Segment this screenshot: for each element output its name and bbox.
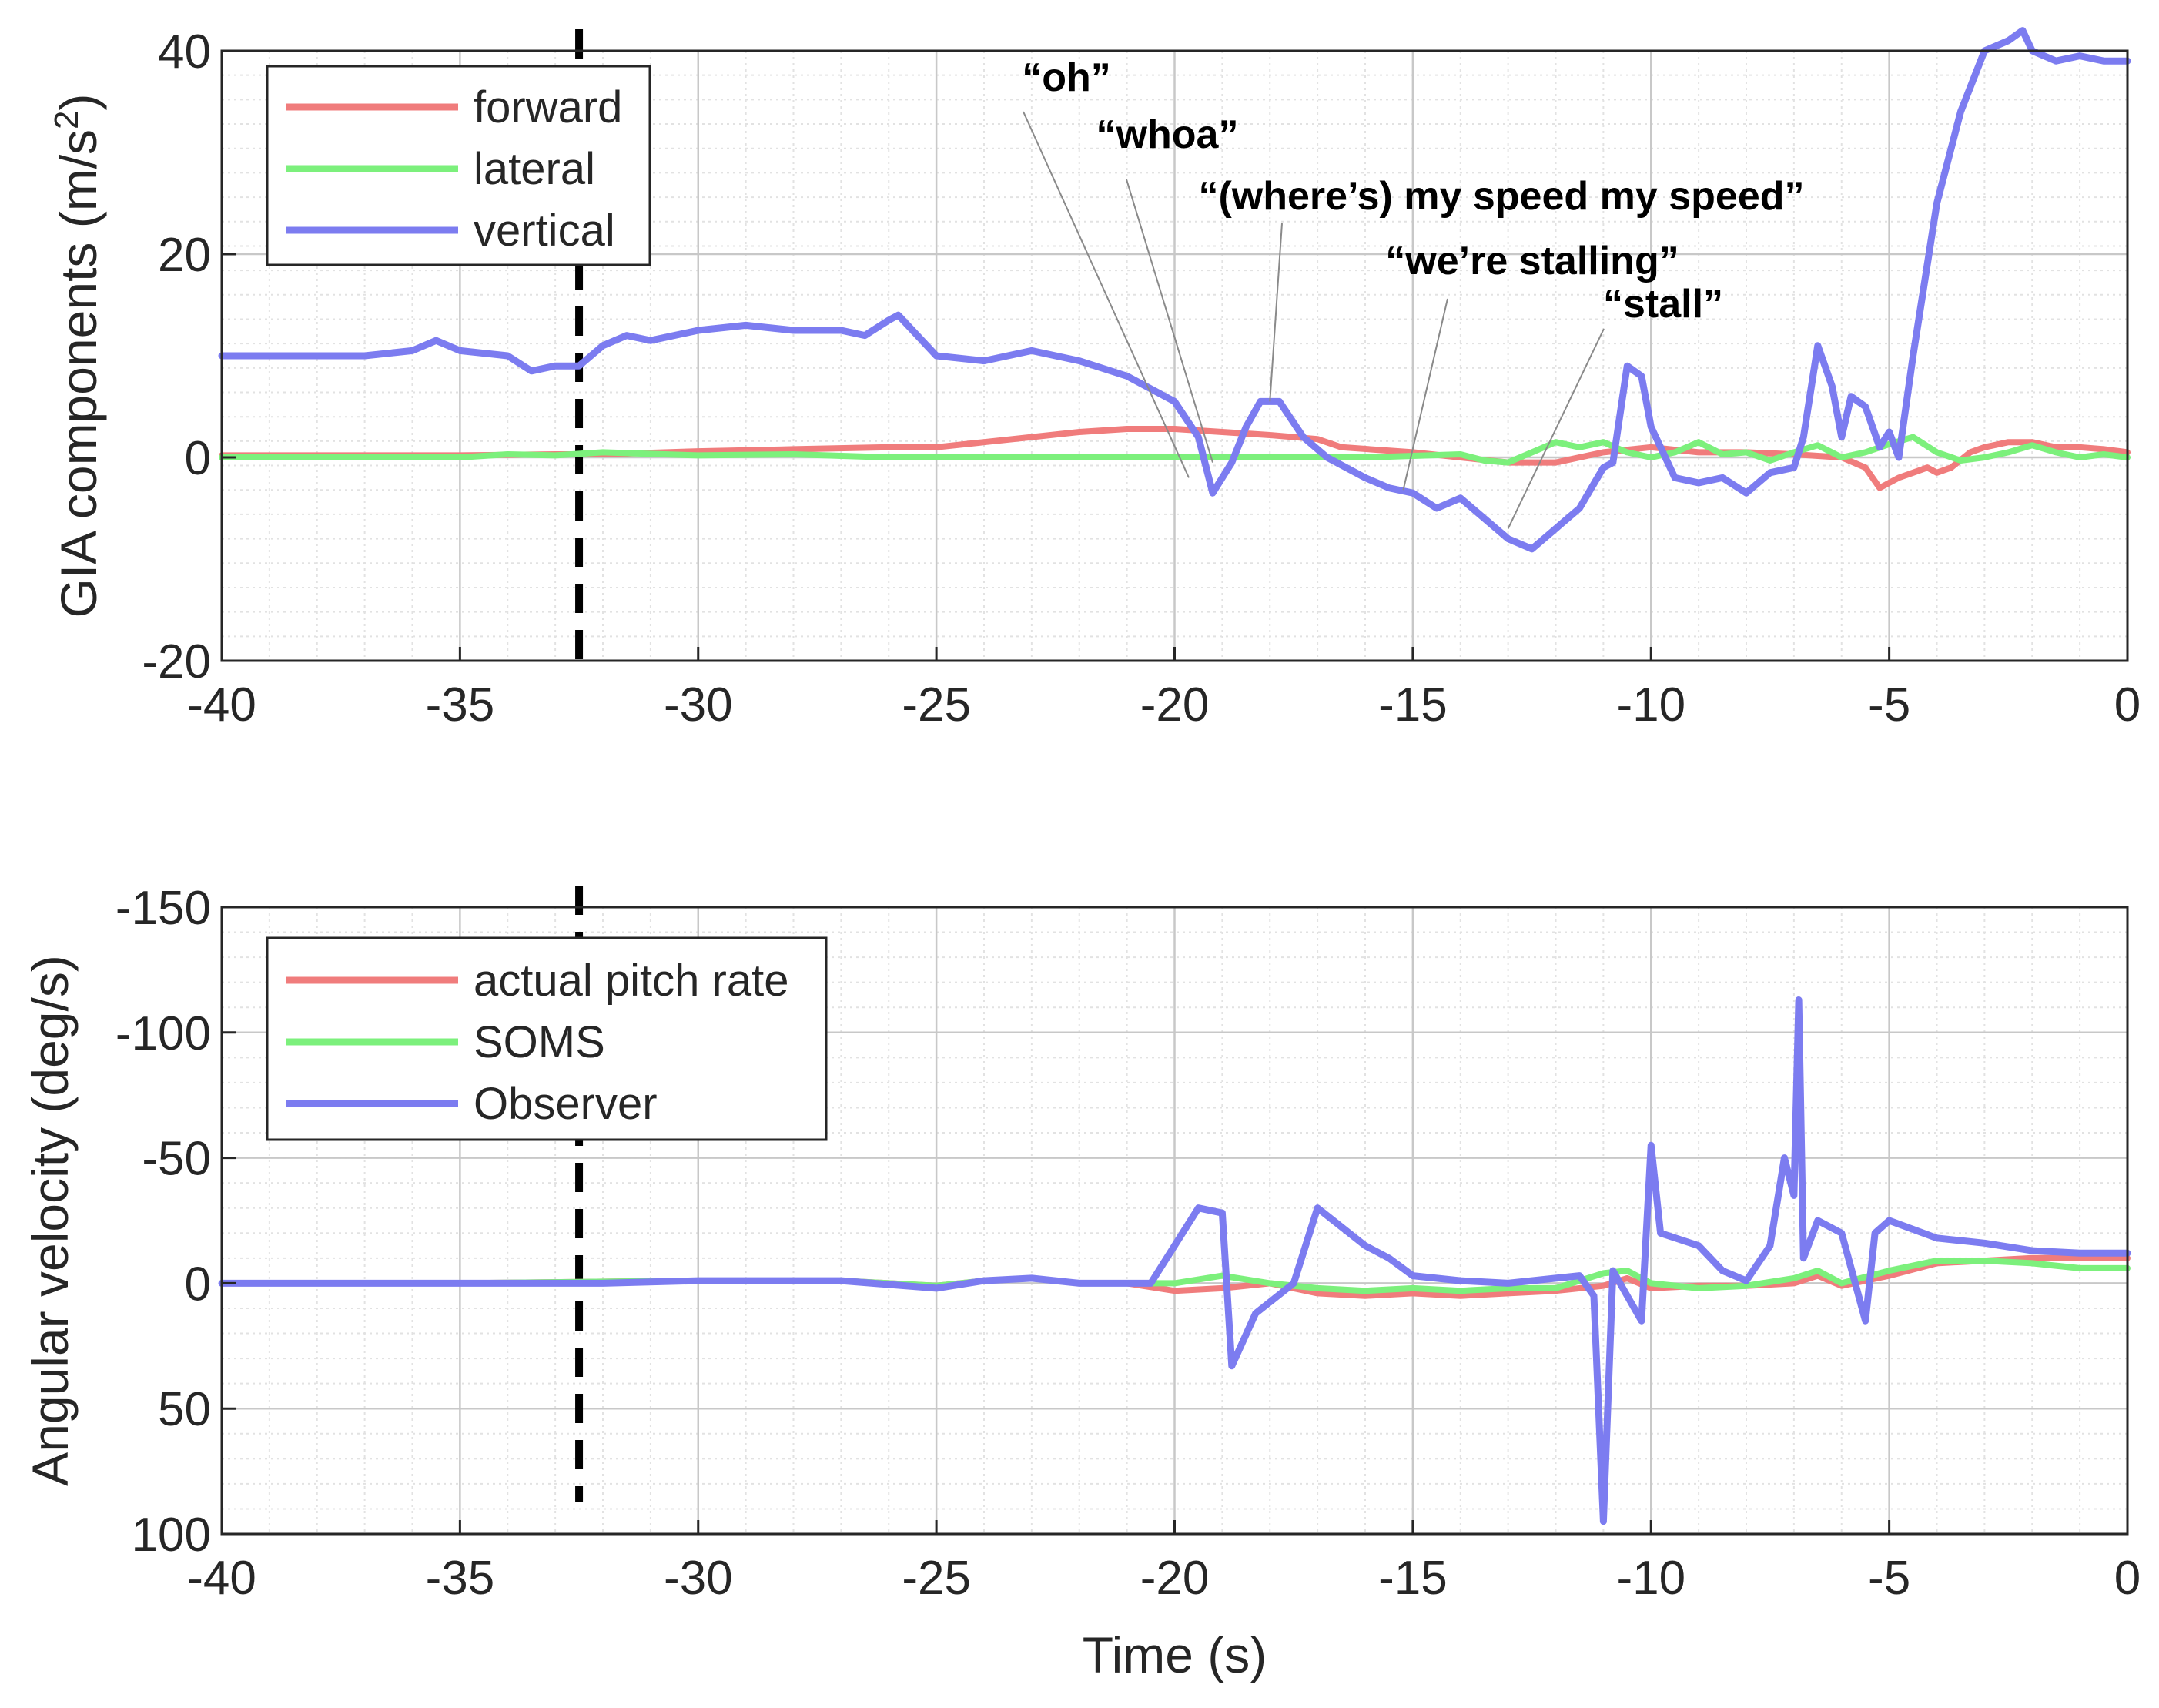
- x-tick-label: -30: [664, 678, 733, 732]
- x-tick-label: -40: [187, 1552, 256, 1605]
- x-tick-label: -5: [1868, 1552, 1910, 1605]
- annotation-quote: “(where’s) my speed my speed”: [1198, 174, 1804, 219]
- y-tick-label: 100: [132, 1509, 211, 1562]
- x-tick-label: -35: [426, 1552, 495, 1605]
- x-tick-label: -20: [1140, 678, 1210, 732]
- x-tick-label: -5: [1868, 678, 1910, 732]
- x-tick-label: -20: [1140, 1552, 1210, 1605]
- x-tick-label: -10: [1616, 678, 1685, 732]
- annotation-leader-line: [1023, 111, 1190, 478]
- x-tick-label: -25: [902, 678, 971, 732]
- annotation-quote: “whoa”: [1096, 112, 1239, 157]
- y-tick-label: 40: [158, 25, 211, 79]
- x-tick-label: -30: [664, 1552, 733, 1605]
- x-tick-label: -15: [1378, 1552, 1448, 1605]
- x-tick-label: -10: [1616, 1552, 1685, 1605]
- annotation-leader-line: [1507, 328, 1605, 529]
- annotation-leader-line: [1269, 223, 1283, 402]
- y-axis-label: GIA components (m/s2): [48, 93, 108, 618]
- y-axis-label: Angular velocity (deg/s): [22, 955, 79, 1486]
- annotation-leader-line: [1402, 298, 1448, 491]
- x-tick-label: -25: [902, 1552, 971, 1605]
- x-tick-label: 0: [2114, 678, 2141, 732]
- y-tick-label: -150: [115, 882, 211, 935]
- x-tick-label: -15: [1378, 678, 1448, 732]
- y-tick-label: -20: [142, 635, 211, 688]
- panel-2: -40 -35 -30 -25 -20 -15 -10 -5 0-150-100-5005010…: [22, 882, 2141, 1683]
- x-tick-label: -40: [187, 678, 256, 732]
- x-tick-label: 0: [2114, 1552, 2141, 1605]
- x-axis-label: Time (s): [1083, 1626, 1267, 1683]
- legend-label: SOMS: [474, 1017, 605, 1067]
- y-tick-label: 0: [185, 1258, 211, 1311]
- legend-label: forward: [474, 82, 622, 132]
- legend-label: Observer: [474, 1079, 658, 1129]
- annotation-leader-line: [1126, 179, 1213, 463]
- annotation-quote: “we’re stalling”: [1385, 239, 1679, 283]
- panel-1: -40 -35 -30 -25 -20 -15 -10 -5 0 -20 0 20 40 GIA comp…: [48, 25, 2141, 732]
- y-tick-label: 50: [158, 1383, 211, 1436]
- series-line-observer: [218, 996, 2131, 1525]
- y-tick-label: -100: [115, 1007, 211, 1060]
- legend: forward lateral vertical: [266, 65, 651, 266]
- annotation-quote: “stall”: [1603, 282, 1723, 327]
- y-tick-label: 0: [185, 432, 211, 485]
- series-line-vertical: [218, 27, 2131, 553]
- legend-label: vertical: [474, 206, 615, 256]
- y-tick-label: 20: [158, 229, 211, 282]
- legend-label: actual pitch rate: [474, 956, 788, 1006]
- annotation-quote: “oh”: [1022, 55, 1111, 100]
- y-tick-label: -50: [142, 1133, 211, 1186]
- legend-label: lateral: [474, 144, 595, 194]
- series-line-forward: [219, 426, 2131, 491]
- legend: actual pitch rate SOMS Observer: [266, 936, 828, 1141]
- series-line-lateral: [219, 434, 2131, 466]
- x-tick-label: -35: [426, 678, 495, 732]
